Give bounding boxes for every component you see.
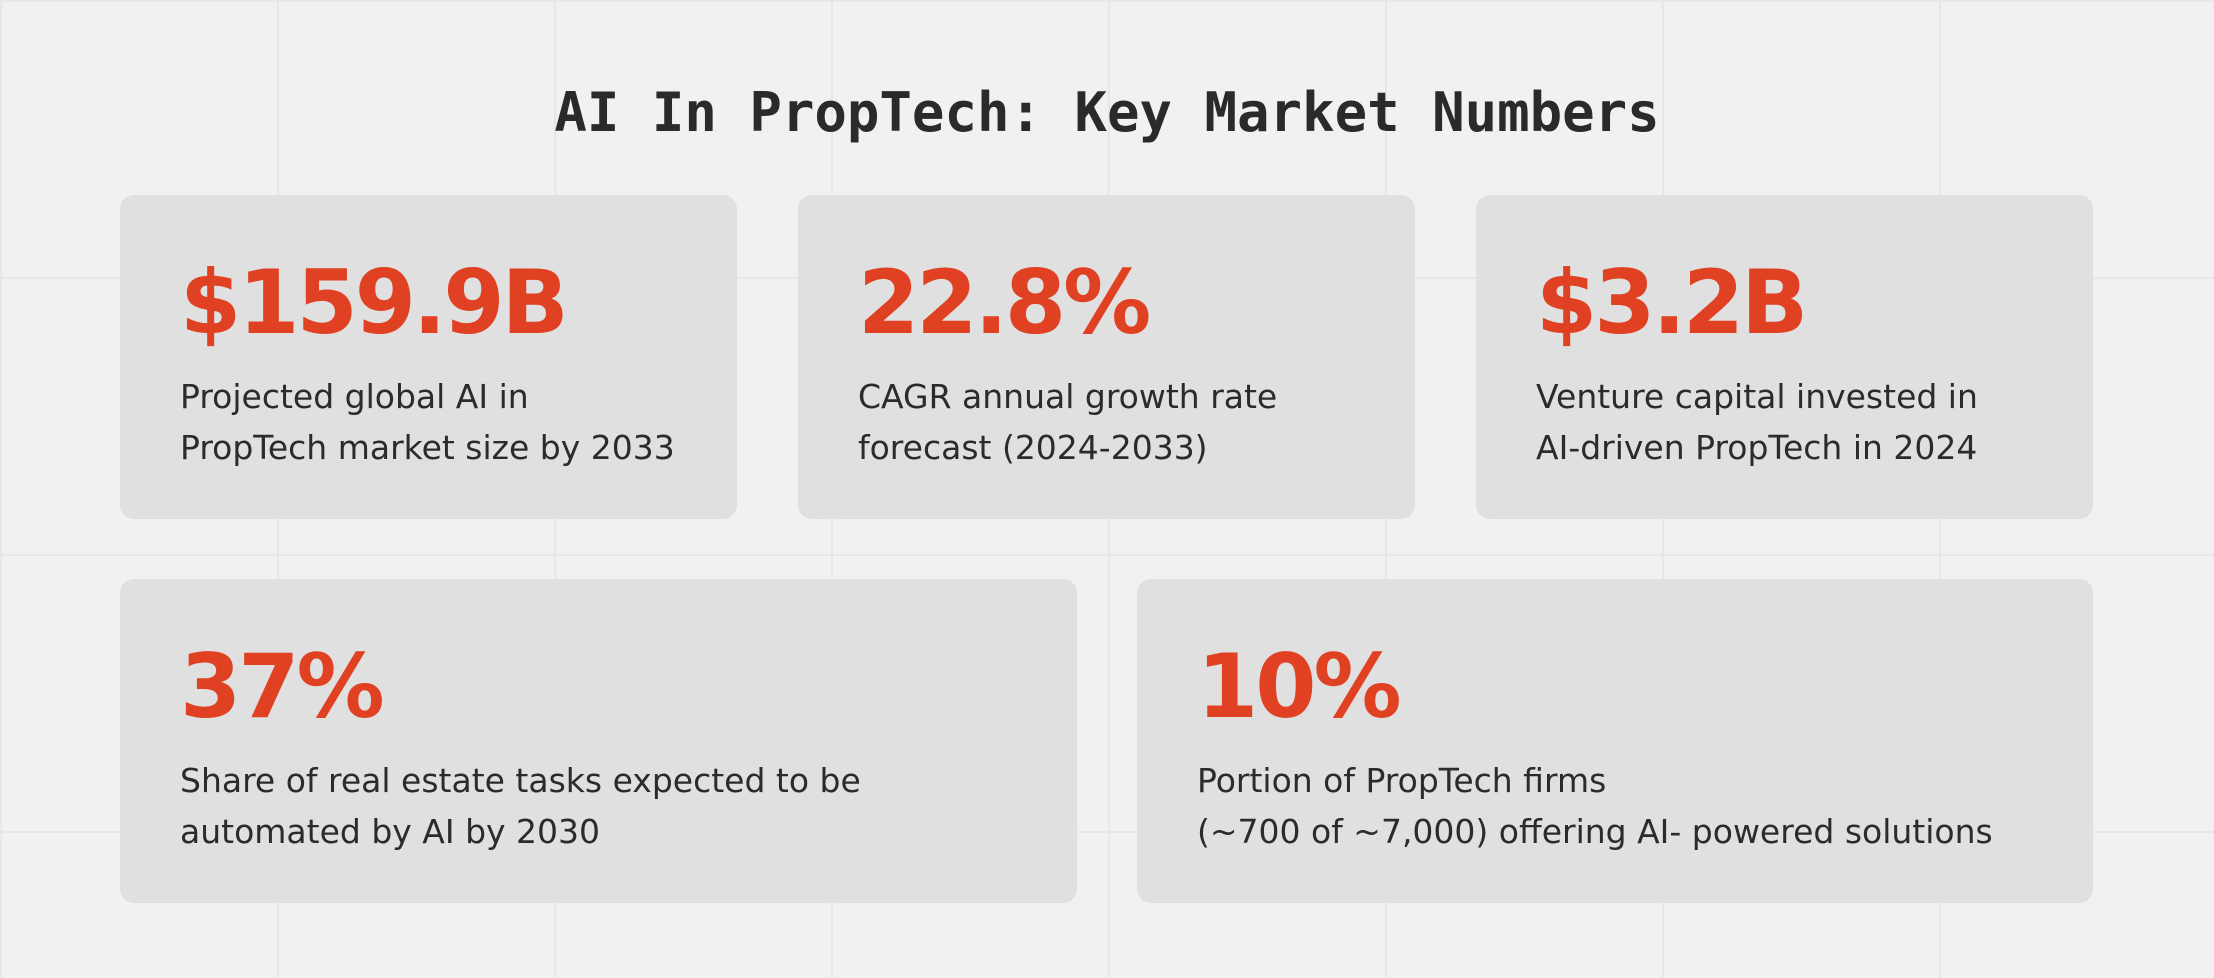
stat-description-line: Projected global AI in <box>180 377 529 416</box>
stat-value: $159.9B <box>180 251 569 354</box>
stat-description: Share of real estate tasks expected to b… <box>180 755 861 857</box>
stat-value: 37% <box>180 635 385 738</box>
page-title: AI In PropTech: Key Market Numbers <box>554 81 1660 144</box>
stat-card-venture-capital: $3.2B Venture capital invested in AI-dri… <box>1476 195 2093 519</box>
stat-description-line: AI-driven PropTech in 2024 <box>1536 428 1978 467</box>
stat-description-line: PropTech market size by 2033 <box>180 428 675 467</box>
stat-description: CAGR annual growth rate forecast (2024-2… <box>858 371 1277 473</box>
stat-value: 22.8% <box>858 251 1151 354</box>
stat-card-automation-share: 37% Share of real estate tasks expected … <box>120 579 1077 903</box>
stat-description-line: Portion of PropTech firms <box>1197 761 1607 800</box>
stat-card-market-size: $159.9B Projected global AI in PropTech … <box>120 195 737 519</box>
stat-description-line: forecast (2024-2033) <box>858 428 1208 467</box>
stat-value: 10% <box>1197 635 1402 738</box>
stat-description-line: automated by AI by 2030 <box>180 812 601 851</box>
stat-card-cagr: 22.8% CAGR annual growth rate forecast (… <box>798 195 1415 519</box>
stat-description-line: (~700 of ~7,000) offering AI- powered so… <box>1197 812 1993 851</box>
stat-value: $3.2B <box>1536 251 1808 354</box>
stat-description: Projected global AI in PropTech market s… <box>180 371 675 473</box>
stat-description-line: Venture capital invested in <box>1536 377 1978 416</box>
stat-description-line: CAGR annual growth rate <box>858 377 1278 416</box>
stat-card-ai-firms-portion: 10% Portion of PropTech firms (~700 of ~… <box>1137 579 2093 903</box>
stat-description-line: Share of real estate tasks expected to b… <box>180 761 861 800</box>
stat-description: Venture capital invested in AI-driven Pr… <box>1536 371 1978 473</box>
stat-description: Portion of PropTech firms (~700 of ~7,00… <box>1197 755 1993 857</box>
